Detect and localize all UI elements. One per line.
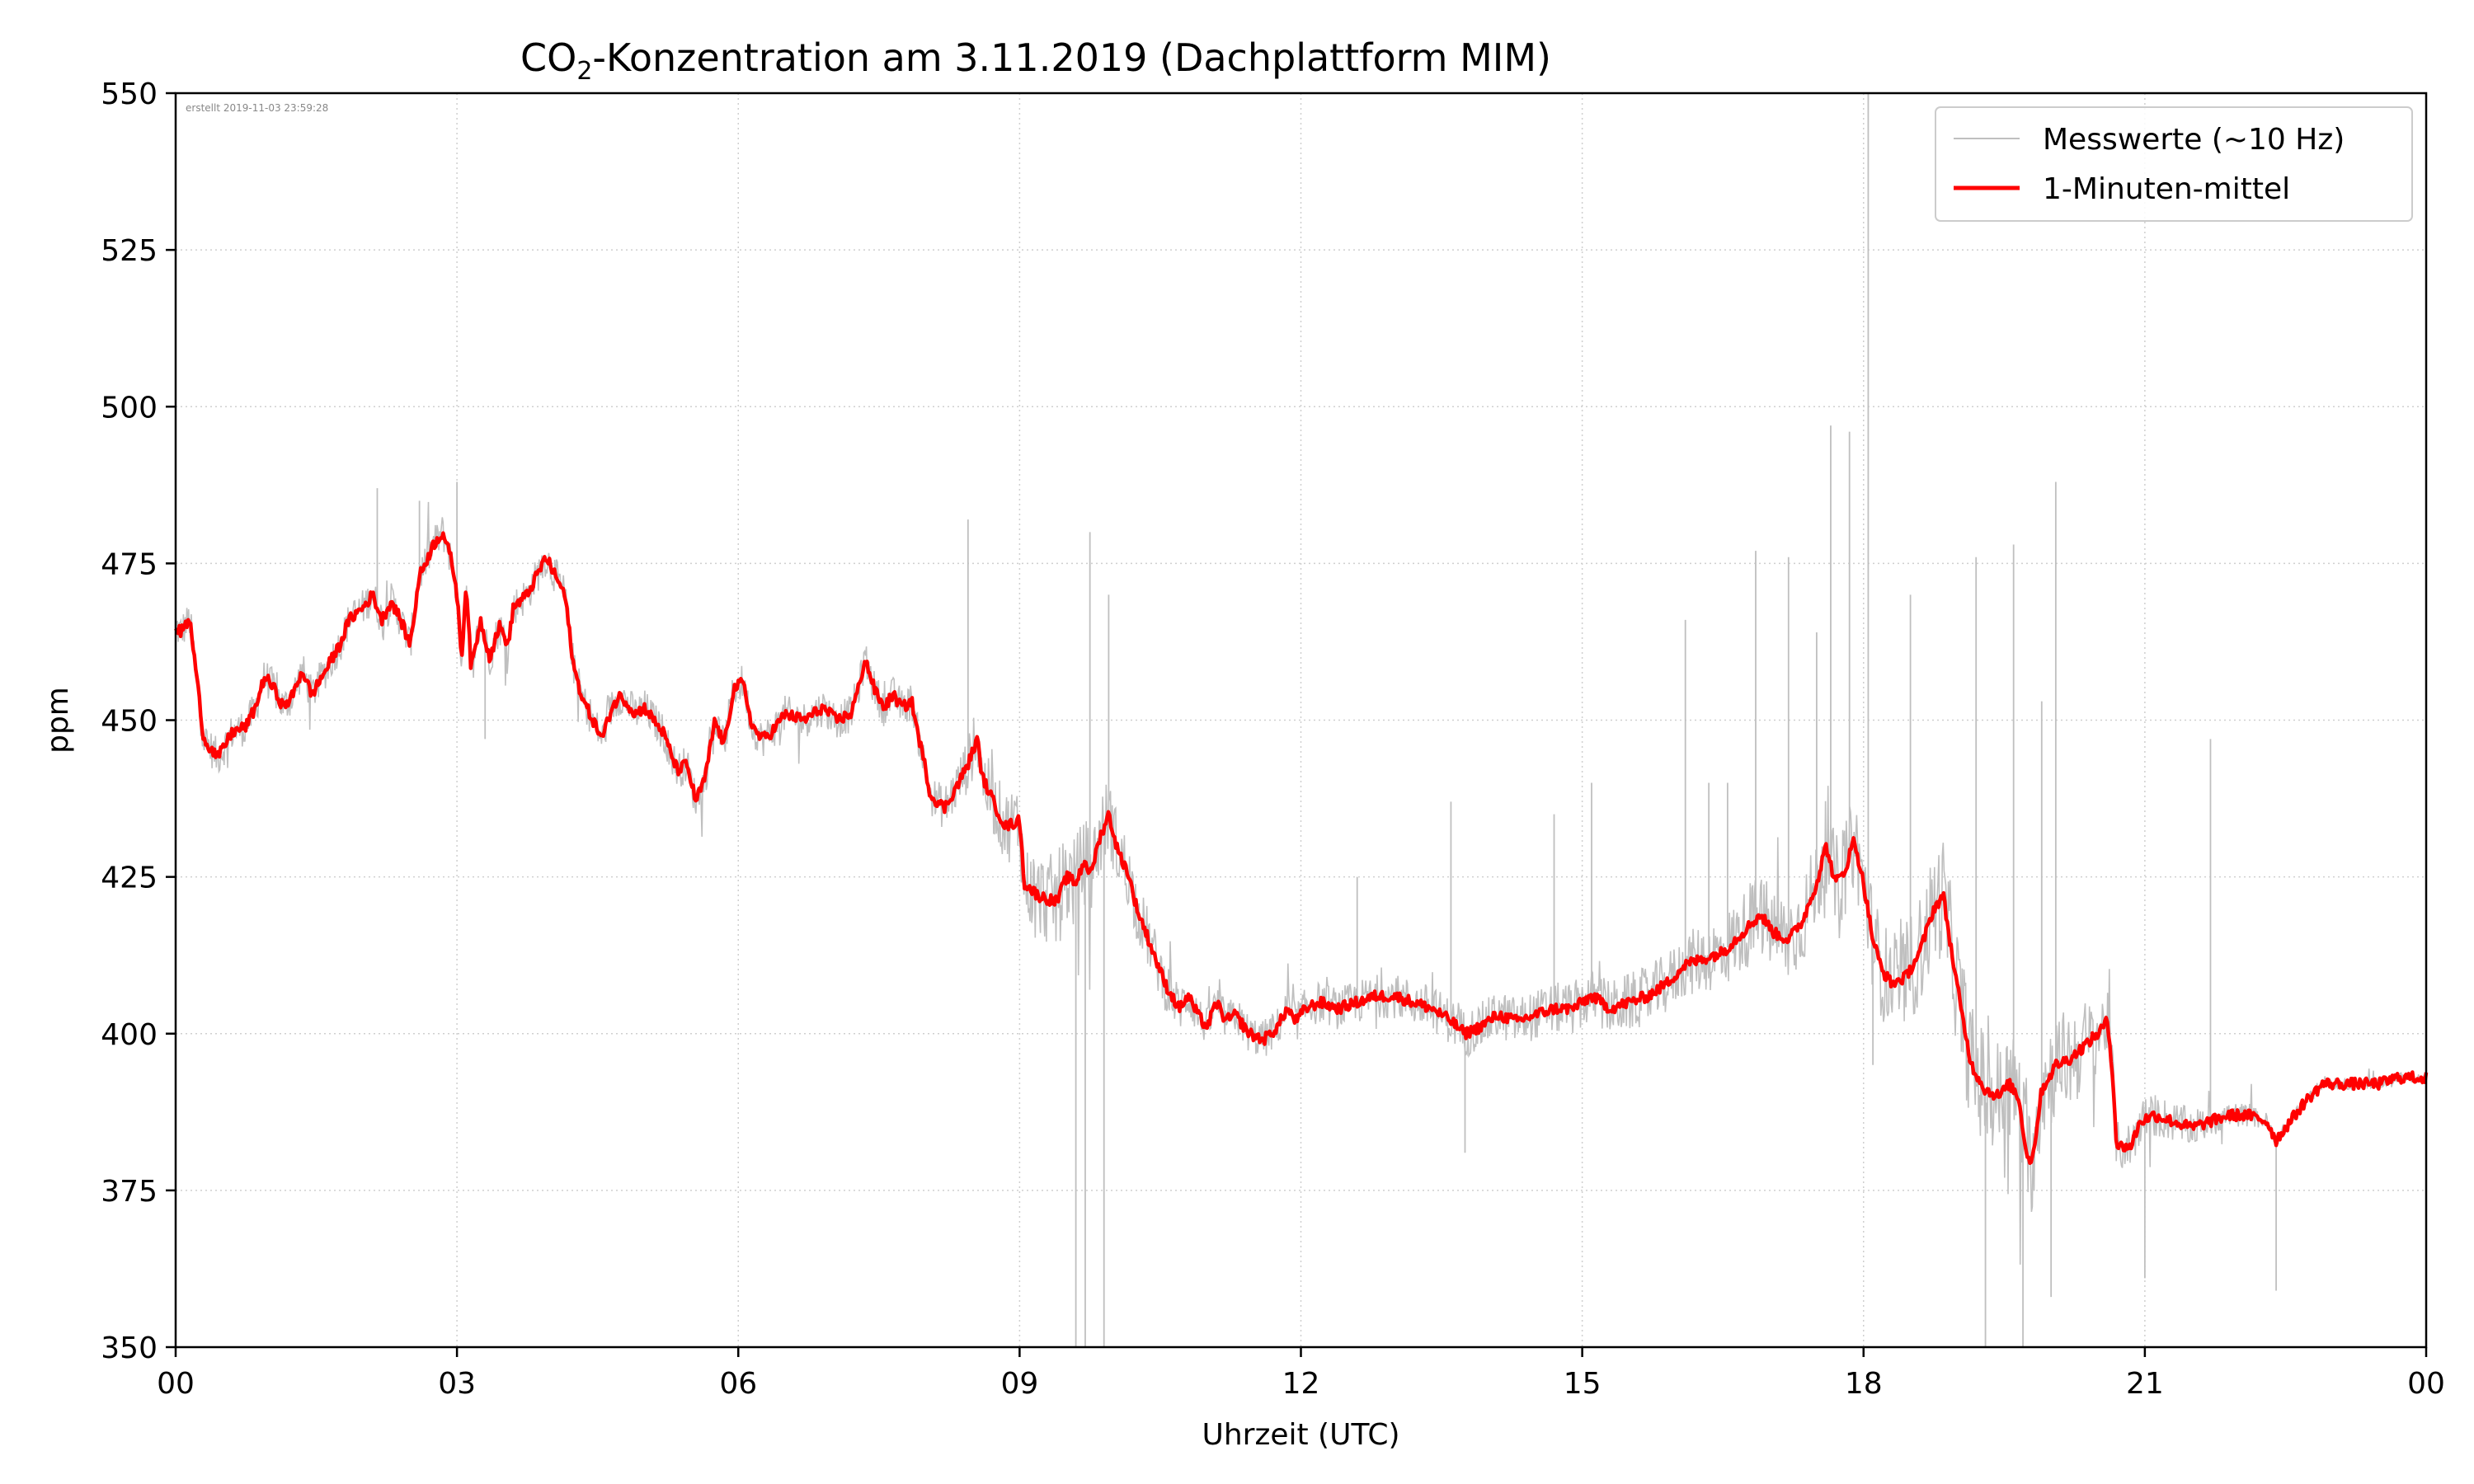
x-tick-label: 18 — [1845, 1367, 1883, 1401]
legend-label-messwerte: Messwerte (~10 Hz) — [2043, 123, 2345, 157]
y-axis-ticks: 350 375 400 425 450 475 500 525 550 — [101, 77, 176, 1365]
y-tick-label: 500 — [101, 391, 158, 425]
x-tick-label: 21 — [2126, 1367, 2164, 1401]
x-tick-label: 03 — [438, 1367, 476, 1401]
y-tick-label: 450 — [101, 705, 158, 739]
y-axis-label: ppm — [41, 687, 75, 754]
series-1-minuten-mittel — [174, 531, 2429, 1166]
mittel-line — [174, 531, 2429, 1166]
x-axis-label: Uhrzeit (UTC) — [1202, 1418, 1399, 1452]
legend-label-1-minuten-mittel: 1-Minuten-mittel — [2043, 172, 2290, 206]
x-tick-label: 09 — [1000, 1367, 1038, 1401]
series-messwerte — [175, 93, 2427, 1347]
creation-stamp: erstellt 2019-11-03 23:59:28 — [186, 102, 328, 114]
chart-title-main: CO — [520, 35, 576, 80]
chart-title-rest: -Konzentration am 3.11.2019 (Dachplattfo… — [592, 35, 1551, 80]
chart-title-subscript: 2 — [576, 57, 592, 86]
x-tick-label: 06 — [719, 1367, 757, 1401]
y-tick-label: 425 — [101, 862, 158, 895]
svg-text:CO2-Konzentration am 3.11.2019: CO2-Konzentration am 3.11.2019 (Dachplat… — [520, 35, 1551, 86]
y-tick-label: 375 — [101, 1175, 158, 1209]
y-tick-label: 525 — [101, 234, 158, 268]
y-tick-label: 350 — [101, 1331, 158, 1365]
y-tick-label: 400 — [101, 1018, 158, 1052]
chart-title: CO2-Konzentration am 3.11.2019 (Dachplat… — [520, 35, 1551, 86]
x-axis-ticks: 00 03 06 09 12 15 18 21 00 — [157, 1347, 2445, 1401]
x-tick-label: 12 — [1282, 1367, 1320, 1401]
x-tick-label: 00 — [157, 1367, 195, 1401]
y-tick-label: 550 — [101, 77, 158, 111]
grid — [176, 93, 2426, 1347]
x-tick-label: 00 — [2407, 1367, 2445, 1401]
y-tick-label: 475 — [101, 547, 158, 581]
legend-box — [1935, 106, 2413, 222]
x-tick-label: 15 — [1564, 1367, 1602, 1401]
legend: Messwerte (~10 Hz) 1-Minuten-mittel — [1935, 106, 2413, 222]
